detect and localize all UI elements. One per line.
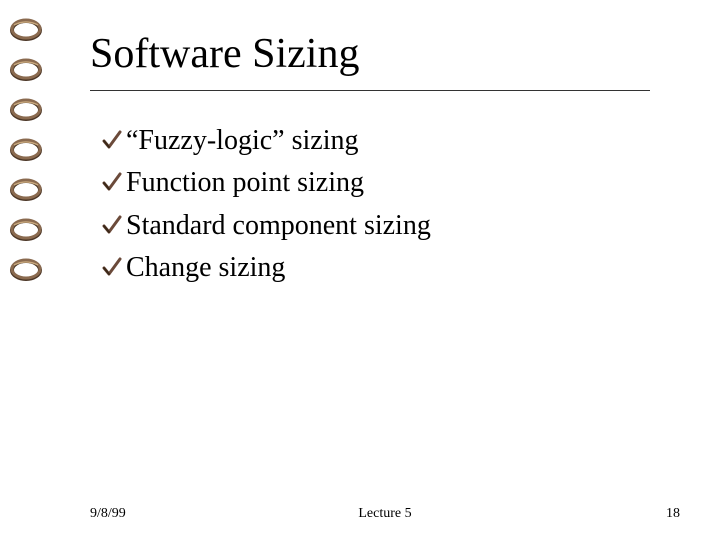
footer-lecture: Lecture 5 <box>358 506 411 522</box>
bullet-text: Function point sizing <box>126 165 364 201</box>
title-underline <box>90 90 650 91</box>
bullet-text: Standard component sizing <box>126 208 431 244</box>
slide-title: Software Sizing <box>90 30 680 78</box>
footer-date: 9/8/99 <box>90 506 126 522</box>
binding-ring <box>8 18 44 42</box>
slide-content: Software Sizing “Fuzzy-logic” sizing Fun… <box>90 30 680 510</box>
bullet-item: Change sizing <box>102 250 680 286</box>
binding-ring <box>8 98 44 122</box>
bullet-text: “Fuzzy-logic” sizing <box>126 123 358 159</box>
binding-ring <box>8 178 44 202</box>
checkmark-icon <box>102 256 122 278</box>
checkmark-icon <box>102 214 122 236</box>
footer-page-number: 18 <box>666 506 680 522</box>
binding-ring <box>8 58 44 82</box>
bullet-item: “Fuzzy-logic” sizing <box>102 123 680 159</box>
bullet-text: Change sizing <box>126 250 285 286</box>
spiral-binding <box>0 0 50 540</box>
bullet-item: Function point sizing <box>102 165 680 201</box>
binding-ring <box>8 138 44 162</box>
slide-footer: 9/8/99 Lecture 5 18 <box>90 506 680 522</box>
checkmark-icon <box>102 129 122 151</box>
binding-ring <box>8 258 44 282</box>
binding-ring <box>8 218 44 242</box>
bullet-item: Standard component sizing <box>102 208 680 244</box>
bullet-list: “Fuzzy-logic” sizing Function point sizi… <box>102 123 680 287</box>
checkmark-icon <box>102 171 122 193</box>
